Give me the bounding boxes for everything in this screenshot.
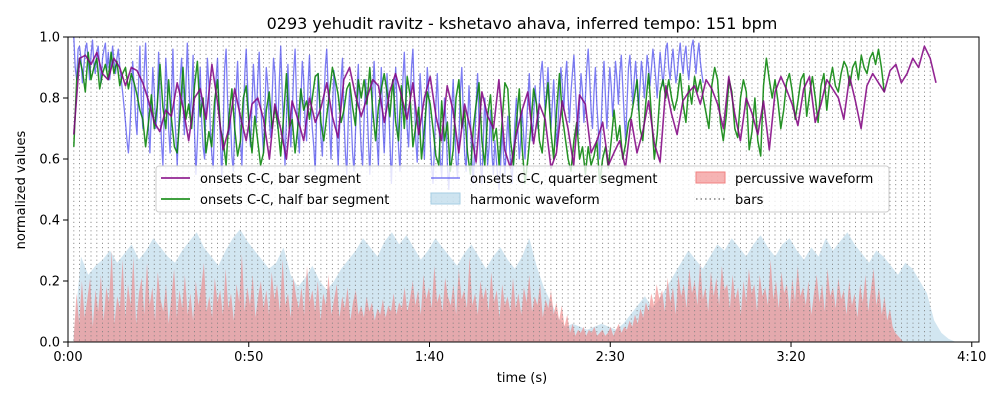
y-tick-label: 0.0 bbox=[39, 336, 60, 351]
x-tick-label: 3:20 bbox=[776, 350, 805, 365]
plot-frame bbox=[67, 36, 980, 343]
y-tick-label: 0.2 bbox=[39, 275, 60, 290]
y-axis-label: normalized values bbox=[14, 130, 29, 249]
half-bar-segment-line bbox=[73, 48, 885, 185]
legend-label-bar: onsets C-C, bar segment bbox=[200, 172, 361, 187]
legend-label-quarter: onsets C-C, quarter segment bbox=[470, 172, 657, 187]
x-tick-label: 0:50 bbox=[234, 350, 263, 365]
x-tick-label: 2:30 bbox=[596, 350, 625, 365]
x-tick-label: 4:10 bbox=[957, 350, 986, 365]
chart-title: 0293 yehudit ravitz - kshetavo ahava, in… bbox=[267, 14, 778, 33]
y-tick-label: 0.4 bbox=[39, 214, 60, 229]
x-tick-label: 1:40 bbox=[415, 350, 444, 365]
legend-label-bars: bars bbox=[735, 193, 764, 208]
legend-label-harmonic: harmonic waveform bbox=[470, 193, 600, 208]
onset-lines bbox=[73, 36, 937, 191]
x-axis-label: time (s) bbox=[497, 371, 547, 386]
bar-segment-line bbox=[73, 45, 937, 169]
y-tick-label: 0.6 bbox=[39, 153, 60, 168]
legend-label-percussive: percussive waveform bbox=[735, 172, 873, 187]
legend-swatch-harmonic bbox=[430, 192, 461, 205]
legend: onsets C-C, bar segment onsets C-C, half… bbox=[155, 165, 890, 213]
legend-label-half-bar: onsets C-C, half bar segment bbox=[200, 193, 389, 208]
y-tick-label: 0.8 bbox=[39, 92, 60, 107]
legend-swatch-percussive bbox=[695, 171, 726, 184]
y-axis: 0.0 0.2 0.4 0.6 0.8 1.0 bbox=[39, 31, 68, 351]
x-tick-label: 0:00 bbox=[53, 350, 82, 365]
x-axis: 0:00 0:50 1:40 2:30 3:20 4:10 bbox=[53, 342, 986, 365]
y-tick-label: 1.0 bbox=[39, 31, 60, 46]
